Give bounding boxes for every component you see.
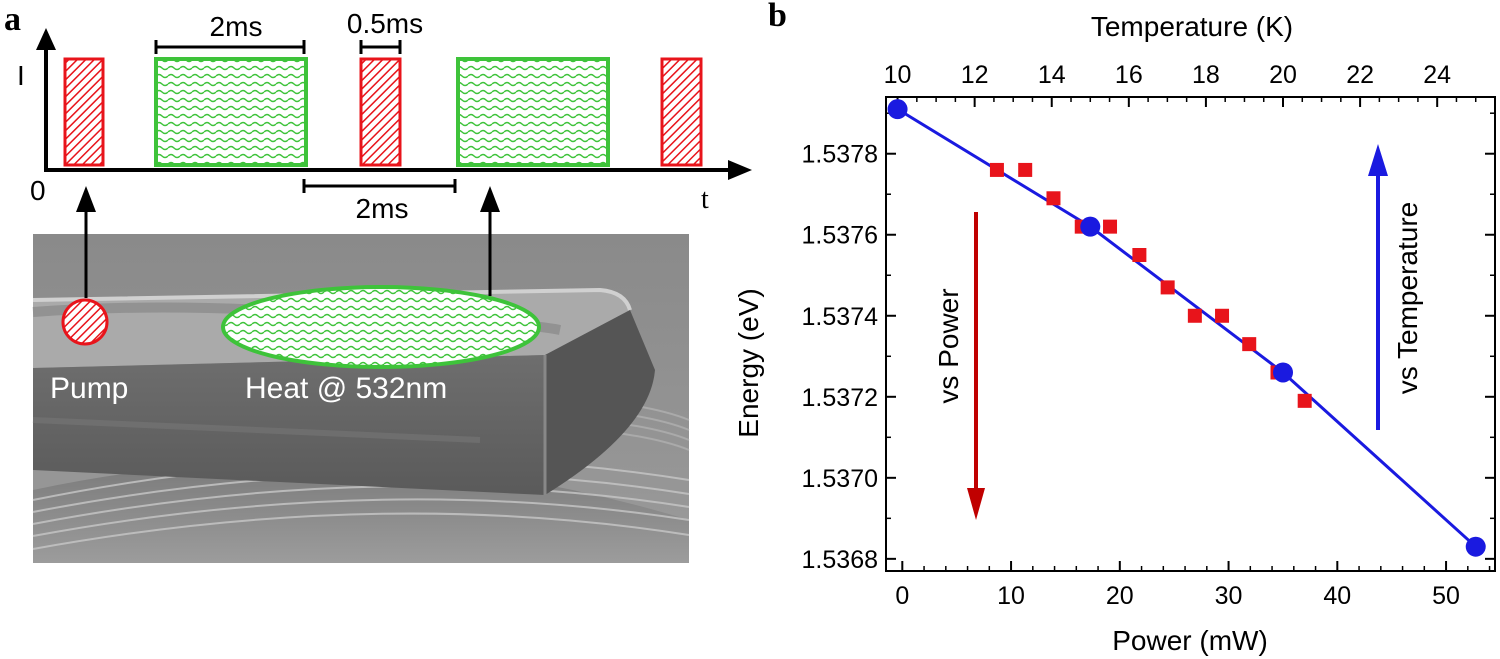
power-data-point xyxy=(1132,248,1147,262)
top-tick-label: 18 xyxy=(1192,61,1220,89)
power-data-point xyxy=(1046,191,1061,206)
pump-label: Pump xyxy=(50,372,128,405)
top-tick-label: 10 xyxy=(884,61,912,89)
temperature-data-point xyxy=(887,99,908,120)
left-tick-label: 1.5368 xyxy=(802,546,878,574)
heat-pulse-2 xyxy=(456,57,610,167)
power-annotation: vs Power xyxy=(933,288,964,403)
timeline-origin-label: 0 xyxy=(30,175,46,206)
bottom-tick-label: 0 xyxy=(895,582,909,610)
bottom-tick-label: 30 xyxy=(1215,582,1243,610)
dim-heat-width-label: 2ms xyxy=(210,11,263,42)
temperature-arrow-head xyxy=(1368,144,1388,176)
heat-arrow-head xyxy=(480,186,500,212)
left-tick-label: 1.5378 xyxy=(802,141,878,169)
temperature-data-point xyxy=(1465,536,1486,557)
bottom-tick-label: 10 xyxy=(997,582,1025,610)
dim-pump-spacing-label: 2ms xyxy=(356,193,409,224)
power-data-point xyxy=(1242,337,1257,352)
timeline-y-label: I xyxy=(17,60,25,91)
temperature-data-point xyxy=(1273,362,1294,383)
heat-label: Heat @ 532nm xyxy=(245,372,447,405)
temperature-data-point xyxy=(1080,216,1101,237)
timeline-x-arrowhead xyxy=(728,160,752,180)
top-tick-label: 16 xyxy=(1115,61,1143,89)
heat-spot-marker xyxy=(221,285,541,369)
pump-pulse-1 xyxy=(63,57,105,167)
series-layer xyxy=(887,99,1486,557)
dim-pump-width-label: 0.5ms xyxy=(347,8,423,39)
heat-pulse-1 xyxy=(154,57,308,167)
top-tick-label: 20 xyxy=(1269,61,1297,89)
timeline-x-label: t xyxy=(701,184,709,215)
power-arrow-head xyxy=(967,488,985,520)
dim-heat-width xyxy=(154,40,306,54)
panel-a-letter: a xyxy=(4,1,21,38)
bottom-tick-label: 40 xyxy=(1323,582,1351,610)
left-axis-title: Energy (eV) xyxy=(733,288,764,437)
pump-spot-marker xyxy=(61,298,109,346)
power-data-point xyxy=(1297,393,1312,408)
dim-pump-spacing xyxy=(302,179,457,193)
top-tick-label: 22 xyxy=(1346,61,1374,89)
left-tick-label: 1.5370 xyxy=(802,465,878,493)
left-tick-label: 1.5374 xyxy=(802,303,879,331)
left-ticks: 1.5368 1.5370 1.5372 1.5374 1.5376 1.5378 xyxy=(802,112,1495,574)
panel-b-letter: b xyxy=(768,0,787,34)
power-data-point xyxy=(1103,219,1118,234)
power-data-point xyxy=(1018,162,1033,177)
power-data-point xyxy=(1160,280,1175,295)
top-tick-label: 14 xyxy=(1038,61,1066,89)
pump-arrow-head xyxy=(76,186,96,212)
bottom-tick-label: 50 xyxy=(1432,582,1460,610)
power-data-point xyxy=(989,162,1004,177)
bottom-axis-title: Power (mW) xyxy=(1112,625,1268,656)
pump-pulse-3 xyxy=(660,57,703,167)
top-tick-label: 24 xyxy=(1423,61,1451,89)
bottom-ticks: 0 10 20 30 40 50 xyxy=(895,561,1491,610)
plot-frame xyxy=(885,96,1496,572)
temperature-annotation: vs Temperature xyxy=(1392,202,1423,394)
left-tick-label: 1.5372 xyxy=(802,384,878,412)
top-ticks: 10 12 14 16 18 20 22 24 xyxy=(884,61,1477,107)
temperature-fit-line xyxy=(896,107,1477,548)
pump-pulse-2 xyxy=(359,57,402,167)
dim-pump-width xyxy=(359,40,402,54)
top-tick-label: 12 xyxy=(961,61,989,89)
power-data-point xyxy=(1215,308,1230,323)
bottom-tick-label: 20 xyxy=(1106,582,1134,610)
timeline-y-arrowhead xyxy=(36,28,56,50)
top-axis-title: Temperature (K) xyxy=(1091,11,1293,42)
left-tick-label: 1.5376 xyxy=(802,222,878,250)
power-data-point xyxy=(1187,308,1202,323)
